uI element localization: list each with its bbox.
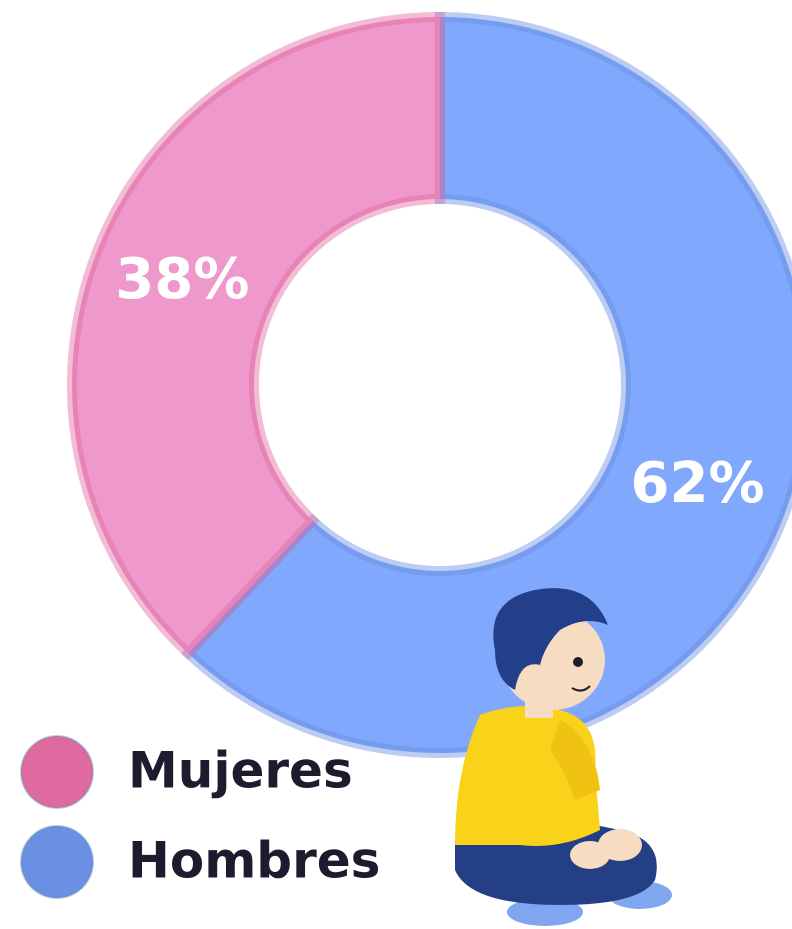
slice — [181, 11, 792, 758]
mouth — [571, 685, 591, 692]
hand — [570, 841, 610, 869]
legend-swatch — [20, 735, 94, 809]
legend-swatch — [20, 825, 94, 899]
legend: Mujeres Hombres — [20, 735, 380, 899]
shoe — [507, 898, 583, 926]
illustration — [455, 588, 672, 926]
slice — [67, 11, 445, 661]
value-labels: 62% 38% — [115, 247, 764, 516]
value-label: 38% — [115, 247, 249, 312]
eye — [573, 657, 583, 667]
legend-label: Hombres — [128, 832, 380, 890]
value-label: 62% — [631, 451, 765, 516]
hair — [493, 588, 608, 690]
sleeve — [550, 720, 600, 800]
legend-label: Mujeres — [128, 742, 353, 800]
donut — [67, 11, 792, 758]
